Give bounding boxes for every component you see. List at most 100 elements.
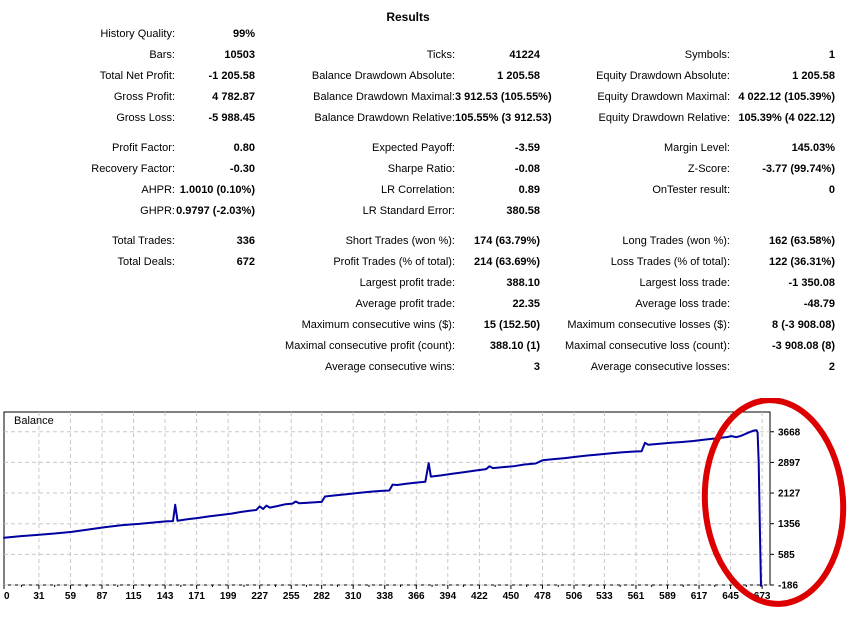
x-axis-label: 0 (4, 591, 10, 602)
stat-label: Expected Payoff: (372, 142, 455, 154)
stat-value: 99% (232, 28, 255, 40)
stat-value: 388.10 (506, 277, 540, 289)
stat-label: Equity Drawdown Absolute: (596, 70, 730, 82)
x-axis-label: 227 (251, 591, 268, 602)
stat-label: Bars: (149, 49, 175, 61)
page-title: Results (386, 10, 430, 24)
stat-value (175, 273, 255, 294)
stat-value: 380.58 (506, 205, 540, 217)
stat-label: Average profit trade: (355, 298, 455, 310)
balance-line (3, 429, 762, 587)
x-axis-label: 338 (376, 591, 393, 602)
stat-label (0, 357, 175, 378)
x-axis-label: 478 (534, 591, 551, 602)
stat-label: OnTester result: (652, 184, 730, 196)
stat-value: 105.55% (3 912.53) (455, 112, 552, 124)
stat-value: -0.30 (229, 163, 255, 175)
stat-label: Average loss trade: (635, 298, 730, 310)
stat-value: 122 (36.31%) (768, 256, 835, 268)
stat-value: 41224 (509, 49, 540, 61)
stat-label: Z-Score: (687, 163, 730, 175)
x-axis-label: 199 (220, 591, 237, 602)
stat-value: 0.89 (518, 184, 540, 196)
stat-label: Balance Drawdown Maximal: (313, 91, 455, 103)
stat-value: -1 205.58 (208, 70, 255, 82)
stat-label: Gross Profit: (113, 91, 175, 103)
stat-value: 8 (-3 908.08) (772, 319, 835, 331)
stat-value (455, 24, 540, 45)
x-axis-label: 31 (33, 591, 45, 602)
stat-value (730, 24, 835, 45)
stat-value: 336 (236, 235, 255, 247)
x-axis-label: 422 (471, 591, 488, 602)
stat-value: -3.59 (514, 142, 540, 154)
x-axis-label: 645 (722, 591, 739, 602)
x-axis-label: 617 (691, 591, 708, 602)
stat-label: Symbols: (684, 49, 730, 61)
x-axis-label: 561 (628, 591, 645, 602)
x-axis-label: 171 (188, 591, 205, 602)
results-table: History Quality: 99% Bars: 10503 Ticks: 41224… (0, 24, 835, 378)
stat-value: 388.10 (1) (489, 340, 540, 352)
y-axis-label: 2127 (778, 489, 801, 500)
x-axis-label: 282 (313, 591, 330, 602)
stat-value: 3 912.53 (105.55%) (455, 91, 552, 103)
stat-label: Profit Factor: (112, 142, 175, 154)
x-axis-label: 366 (408, 591, 425, 602)
stat-value: 4 782.87 (212, 91, 255, 103)
stat-label: AHPR: (141, 184, 175, 196)
x-axis-label: 506 (566, 591, 583, 602)
stat-label: Balance Drawdown Relative: (314, 112, 455, 124)
stat-label: Long Trades (won %): (622, 235, 730, 247)
stat-value: 0.80 (233, 142, 255, 154)
stat-label: Sharpe Ratio: (387, 163, 455, 175)
stat-value: -3.77 (99.74%) (762, 163, 835, 175)
chart-title: Balance (14, 415, 54, 427)
x-axis-label: 589 (659, 591, 676, 602)
stat-label: Maximum consecutive wins ($): (301, 319, 455, 331)
stat-value: 105.39% (4 022.12) (738, 112, 835, 124)
stat-value: -3 908.08 (8) (772, 340, 835, 352)
stat-label: Equity Drawdown Maximal: (597, 91, 730, 103)
stat-value: 10503 (224, 49, 255, 61)
balance-chart: 3668 2897 2127 1356 585 -186 0 31 59 87 115 143 171 1… (0, 397, 853, 612)
stats-section: Profit Factor: 0.80 Expected Payoff: -3.59 M… (0, 138, 835, 222)
stat-label (540, 201, 730, 222)
y-axis-label: -186 (778, 581, 798, 592)
x-axis-label: 115 (125, 591, 142, 602)
stat-label (255, 24, 455, 45)
x-axis-label: 673 (754, 591, 771, 602)
stat-value: 1 205.58 (792, 70, 835, 82)
stat-value: 1 (828, 49, 835, 61)
stat-label: Ticks: (426, 49, 455, 61)
stat-label: Recovery Factor: (91, 163, 175, 175)
stat-label: Average consecutive losses: (590, 361, 730, 373)
stat-value: -48.79 (803, 298, 835, 310)
stat-value (730, 201, 835, 222)
stat-value: 4 022.12 (105.39%) (738, 91, 835, 103)
stats-section: Total Trades: 336 Short Trades (won %): 174… (0, 231, 835, 378)
stat-value (175, 336, 255, 357)
stat-value: 162 (63.58%) (768, 235, 835, 247)
stat-value: 145.03% (791, 142, 835, 154)
y-axis-label: 2897 (778, 458, 801, 469)
stat-value: 1 205.58 (497, 70, 540, 82)
stat-label (540, 24, 730, 45)
stat-label: Balance Drawdown Absolute: (311, 70, 455, 82)
stat-value: 2 (828, 361, 835, 373)
stat-value (175, 315, 255, 336)
x-axis-label: 394 (439, 591, 456, 602)
stat-label (0, 273, 175, 294)
stat-label: Average consecutive wins: (324, 361, 455, 373)
stat-label: Maximal consecutive profit (count): (285, 340, 455, 352)
stat-value: -0.08 (514, 163, 540, 175)
x-axis-label: 310 (345, 591, 362, 602)
stat-label: Profit Trades (% of total): (333, 256, 455, 268)
stat-label: Maximal consecutive loss (count): (564, 340, 730, 352)
stat-label (0, 315, 175, 336)
stat-label: Largest loss trade: (639, 277, 731, 289)
x-axis-label: 59 (65, 591, 77, 602)
stat-label: Largest profit trade: (359, 277, 455, 289)
y-axis-label: 3668 (778, 427, 801, 438)
x-axis-label: 450 (503, 591, 520, 602)
